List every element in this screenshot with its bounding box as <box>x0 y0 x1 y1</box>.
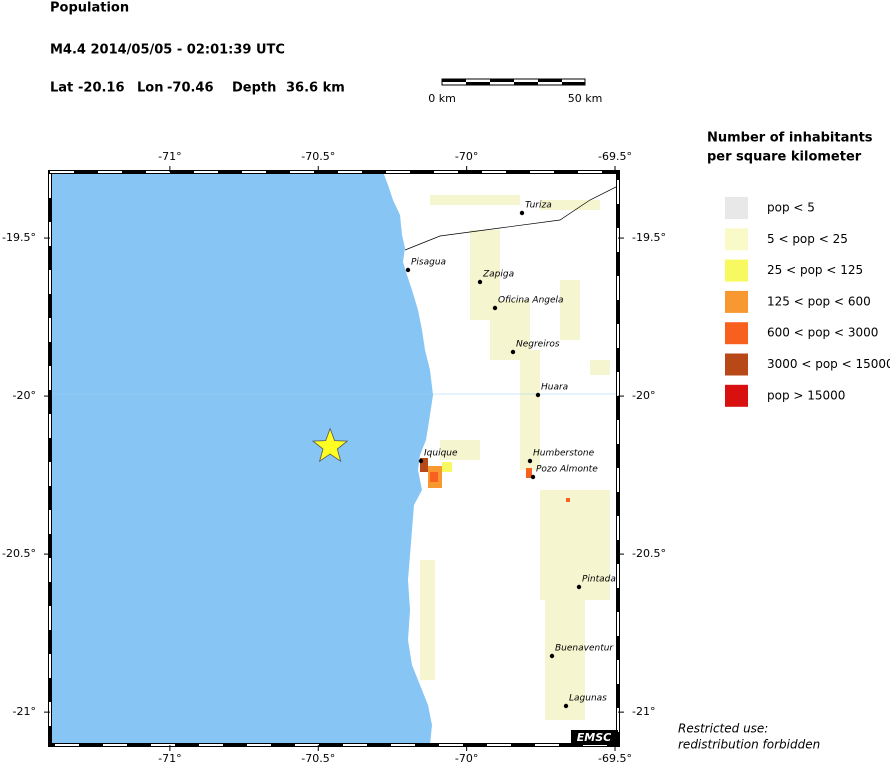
legend-swatch <box>725 322 748 345</box>
scale-start: 0 km <box>428 92 456 105</box>
lat-tick-label: -20° <box>13 389 36 402</box>
depth-label: Depth <box>232 81 276 96</box>
legend-label: 600 < pop < 3000 <box>767 326 878 340</box>
footer-note: Restricted use: <box>678 722 768 736</box>
town-dot <box>418 458 424 464</box>
map-area <box>50 172 618 745</box>
depth-value: 36.6 km <box>286 81 345 96</box>
legend-label: 3000 < pop < 15000 <box>767 357 890 371</box>
legend-label: 5 < pop < 25 <box>767 232 848 246</box>
lon-value: -70.46 <box>167 81 214 96</box>
lon-tick-label: -70° <box>455 752 478 765</box>
lon-tick-label: -71° <box>158 150 181 163</box>
legend-swatch <box>725 290 748 313</box>
lat-tick-label: -19.5° <box>632 231 666 244</box>
lat-tick-label: -20° <box>632 389 655 402</box>
town-dot <box>530 474 536 480</box>
town-label: Humberstone <box>533 449 595 459</box>
legend-label: pop < 5 <box>767 201 815 215</box>
lon-tick-label: -69.5° <box>598 150 632 163</box>
legend-label: pop > 15000 <box>767 388 845 402</box>
town-label: Huara <box>541 383 568 393</box>
town-label: Pisagua <box>411 258 446 268</box>
town-dot <box>519 210 525 216</box>
town-dot <box>563 703 569 709</box>
town-dot <box>510 349 516 355</box>
legend-swatch <box>725 259 748 282</box>
lat-tick-label: -21° <box>13 705 36 718</box>
town-label: Buenaventur <box>555 644 614 654</box>
town-dot <box>549 653 555 659</box>
scale-end: 50 km <box>568 92 603 105</box>
lon-tick-label: -71° <box>158 752 181 765</box>
event: M4.4 2014/05/05 - 02:01:39 UTC <box>50 43 285 58</box>
lat-value: -20.16 <box>78 81 125 96</box>
map-frame <box>48 170 620 747</box>
sea <box>50 172 433 745</box>
lon-tick-label: -70° <box>455 150 478 163</box>
logo: EMSC <box>577 731 611 744</box>
legend-swatch <box>725 197 748 219</box>
lon-tick-label: -70.5° <box>301 752 335 765</box>
town-dot <box>492 305 498 311</box>
lat-label: Lat <box>50 81 73 96</box>
legend-swatch <box>725 353 748 376</box>
lat-tick-label: -21° <box>632 705 655 718</box>
legend-swatch <box>725 384 748 407</box>
town-dot <box>535 392 541 398</box>
low-density <box>420 195 610 720</box>
scale-bar <box>441 78 586 86</box>
town-label: Negreiros <box>516 340 560 350</box>
town-dot <box>576 584 582 590</box>
legend-label: 125 < pop < 600 <box>767 294 871 308</box>
legend-title: Number of inhabitants <box>707 131 873 146</box>
lon-tick-label: -70.5° <box>301 150 335 163</box>
iquique-density <box>420 458 570 502</box>
logo-box <box>571 730 618 745</box>
lon-label: Lon <box>137 81 163 96</box>
town-label: Pozo Almonte <box>536 465 598 475</box>
footer-note: redistribution forbidden <box>678 738 820 752</box>
town-dot <box>405 267 411 273</box>
lon-tick-label: -69.5° <box>598 752 632 765</box>
town-label: Iquique <box>424 449 458 459</box>
town-dot <box>527 458 533 464</box>
epicenter <box>311 427 349 463</box>
town-label: Lagunas <box>569 694 607 704</box>
town-label: Oficina Angela <box>498 296 564 306</box>
lat-tick-label: -20.5° <box>2 547 36 560</box>
town-dot <box>477 279 483 285</box>
town-label: Turiza <box>525 201 552 211</box>
legend-title: per square kilometer <box>707 150 862 165</box>
title: Population <box>50 1 129 16</box>
legend-label: 25 < pop < 125 <box>767 263 863 277</box>
lat-tick-label: -19.5° <box>2 231 36 244</box>
legend-swatch <box>725 228 748 251</box>
lat-tick-label: -20.5° <box>632 547 666 560</box>
town-label: Pintada <box>582 575 616 585</box>
town-label: Zapiga <box>482 270 514 280</box>
border <box>404 185 618 251</box>
